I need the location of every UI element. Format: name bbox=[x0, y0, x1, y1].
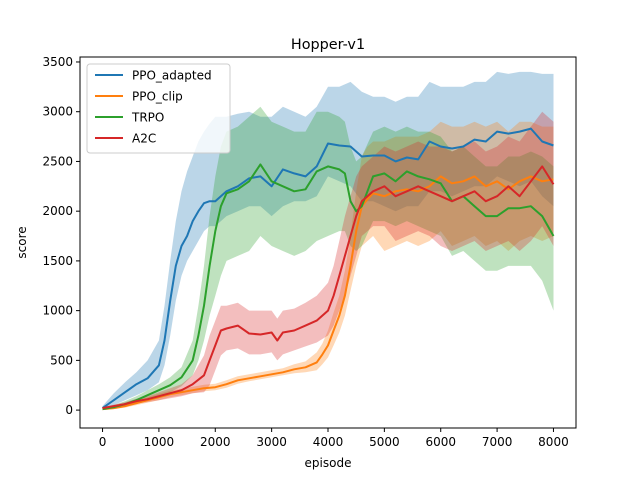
series-lines bbox=[101, 127, 555, 411]
x-axis-label: episode bbox=[305, 456, 352, 470]
band-series-0 bbox=[102, 71, 554, 410]
x-tick-label-5: 5000 bbox=[369, 435, 400, 449]
y-tick-label-3: 1500 bbox=[42, 254, 73, 268]
line-series-2 bbox=[102, 163, 555, 411]
y-axis-label: score bbox=[15, 226, 29, 258]
x-tick-label-7: 7000 bbox=[482, 435, 513, 449]
y-tick-label-6: 3000 bbox=[42, 105, 73, 119]
legend-label-3: A2C bbox=[132, 132, 156, 146]
legend-label-2: TRPO bbox=[131, 111, 164, 125]
x-axis-ticks: 0 1000 2000 3000 4000 5000 6000 7000 8000 bbox=[99, 428, 569, 449]
legend-box bbox=[86, 63, 231, 154]
x-tick-label-4: 4000 bbox=[313, 435, 344, 449]
y-tick-label-4: 2000 bbox=[42, 204, 73, 218]
line-series-3 bbox=[102, 165, 555, 410]
x-tick-label-3: 3000 bbox=[256, 435, 287, 449]
y-tick-label-7: 3500 bbox=[42, 55, 73, 69]
x-tick-label-6: 6000 bbox=[425, 435, 456, 449]
legend: PPO_adapted PPO_clip TRPO A2C bbox=[86, 63, 231, 154]
band-series-1 bbox=[102, 121, 554, 411]
y-tick-label-1: 500 bbox=[50, 353, 73, 367]
legend-items: PPO_adapted PPO_clip TRPO A2C bbox=[95, 69, 212, 146]
legend-label-1: PPO_clip bbox=[132, 90, 183, 104]
y-tick-label-5: 2500 bbox=[42, 154, 73, 168]
y-axis-ticks: 0 500 1000 1500 2000 2500 3000 3500 bbox=[42, 55, 80, 417]
x-tick-label-0: 0 bbox=[99, 435, 107, 449]
line-series-1 bbox=[102, 175, 554, 411]
x-tick-label-8: 8000 bbox=[538, 435, 569, 449]
y-tick-label-0: 0 bbox=[65, 403, 73, 417]
x-tick-label-1: 1000 bbox=[144, 435, 175, 449]
x-tick-label-2: 2000 bbox=[200, 435, 231, 449]
band-series-3 bbox=[102, 111, 554, 410]
y-tick-label-2: 1000 bbox=[42, 304, 73, 318]
line-series-0 bbox=[101, 127, 554, 409]
chart-title: Hopper-v1 bbox=[291, 37, 365, 53]
legend-label-0: PPO_adapted bbox=[132, 69, 212, 83]
